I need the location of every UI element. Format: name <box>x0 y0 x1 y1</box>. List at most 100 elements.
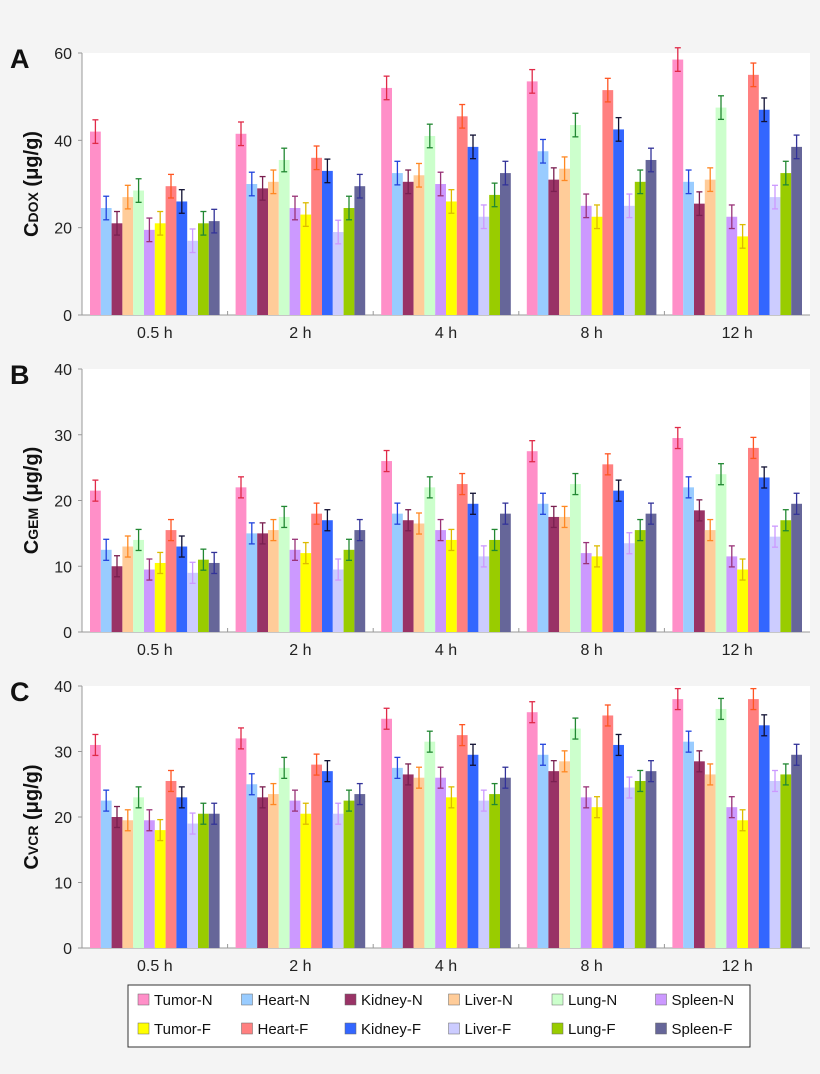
bar-tumor-n <box>381 87 392 315</box>
error-bar <box>550 167 557 193</box>
bar-heart-n <box>537 754 549 948</box>
error-bar <box>772 525 778 548</box>
bar-liver-n <box>413 175 425 315</box>
error-bar <box>561 505 568 529</box>
bar-liver-n <box>704 774 716 948</box>
bar-liver-f <box>478 800 490 948</box>
bar-heart-n <box>392 767 403 948</box>
legend-item: Liver-F <box>448 1021 511 1038</box>
bar-heart-f <box>602 464 614 632</box>
error-bar <box>146 558 153 581</box>
bar-heart-n <box>392 173 403 315</box>
error-bar <box>114 210 120 236</box>
legend-item: Heart-N <box>241 992 311 1009</box>
error-bar <box>529 701 536 724</box>
x-tick-label: 12 h <box>722 325 753 342</box>
error-bar <box>383 75 390 101</box>
bar-spleen-f <box>354 530 366 632</box>
error-bar <box>491 782 498 806</box>
bar-heart-n <box>100 208 112 315</box>
error-bar <box>696 191 703 217</box>
bar-tumor-n <box>235 487 247 632</box>
error-bar <box>135 178 142 203</box>
bar-heart-f <box>165 530 177 632</box>
bar-lung-n <box>570 728 581 948</box>
bar-kidney-n <box>402 774 414 948</box>
legend-label: Tumor-N <box>154 992 213 1009</box>
error-bar <box>238 121 244 147</box>
error-bar <box>281 147 288 173</box>
error-bar <box>356 173 363 199</box>
error-bar <box>168 173 174 199</box>
error-bar <box>178 535 185 558</box>
legend-label: Tumor-F <box>154 1021 211 1038</box>
error-bar <box>470 492 476 515</box>
error-bar <box>124 184 131 210</box>
bar-kidney-f <box>322 170 333 315</box>
legend-item: Tumor-N <box>137 992 213 1009</box>
error-bar <box>685 169 692 195</box>
bar-lung-f <box>343 800 355 948</box>
error-bar <box>459 472 466 496</box>
bar-kidney-f <box>758 109 770 316</box>
error-bar <box>146 809 153 832</box>
bar-spleen-n <box>289 208 301 315</box>
bar-kidney-n <box>257 188 268 315</box>
error-bar <box>103 195 110 221</box>
bar-spleen-f <box>208 221 220 315</box>
error-bar <box>437 171 444 197</box>
error-bar <box>637 518 644 542</box>
error-bar <box>696 750 703 773</box>
bar-liver-f <box>332 813 344 948</box>
legend-swatch <box>655 993 667 1006</box>
error-bar <box>550 505 557 529</box>
bar-kidney-f <box>322 771 333 948</box>
bar-heart-f <box>602 90 614 315</box>
error-bar <box>346 789 352 812</box>
y-label-main: C <box>21 223 43 237</box>
bar-heart-f <box>456 484 468 632</box>
error-bar <box>696 499 703 522</box>
error-bar <box>583 786 590 809</box>
error-bar <box>437 518 444 542</box>
bar-lung-n <box>133 190 144 315</box>
error-bar <box>448 189 455 214</box>
x-tick-label: 8 h <box>580 325 602 342</box>
error-bar <box>707 167 714 193</box>
bar-lung-f <box>343 549 355 632</box>
error-bar <box>502 160 509 186</box>
error-bar <box>782 763 789 786</box>
legend-swatch <box>137 1022 150 1035</box>
bar-kidney-n <box>402 181 414 315</box>
bar-kidney-f <box>758 477 770 632</box>
bar-liver-f <box>478 216 490 315</box>
bar-kidney-f <box>176 546 188 632</box>
error-bar <box>793 134 800 160</box>
bar-liver-f <box>624 205 635 315</box>
error-bar <box>793 492 800 515</box>
error-bar <box>157 818 164 842</box>
legend-label: Heart-N <box>258 992 311 1009</box>
error-bar <box>114 555 120 578</box>
bar-heart-n <box>683 741 694 948</box>
bar-lung-f <box>780 173 792 315</box>
error-bar <box>594 796 600 819</box>
bar-lung-n <box>133 797 144 948</box>
bar-heart-f <box>165 780 177 948</box>
error-bar <box>416 766 422 789</box>
bar-tumor-f <box>300 553 312 632</box>
bar-kidney-n <box>402 520 414 632</box>
error-bar <box>238 727 244 750</box>
error-bar <box>200 802 207 825</box>
error-bar <box>750 62 757 88</box>
y-label-unit: (μg/g) <box>21 764 43 820</box>
error-bar <box>707 763 714 786</box>
error-bar <box>92 119 99 145</box>
bar-lung-n <box>715 708 727 948</box>
bar-lung-n <box>570 484 581 632</box>
bar-heart-f <box>456 735 468 948</box>
legend-item: Spleen-F <box>655 1021 732 1038</box>
bar-liver-n <box>704 530 716 632</box>
y-label-main: C <box>21 855 43 869</box>
